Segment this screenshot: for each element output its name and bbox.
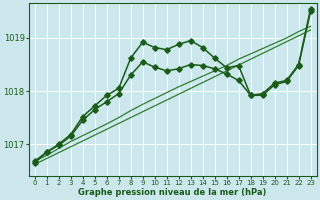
X-axis label: Graphe pression niveau de la mer (hPa): Graphe pression niveau de la mer (hPa) [78, 188, 267, 197]
